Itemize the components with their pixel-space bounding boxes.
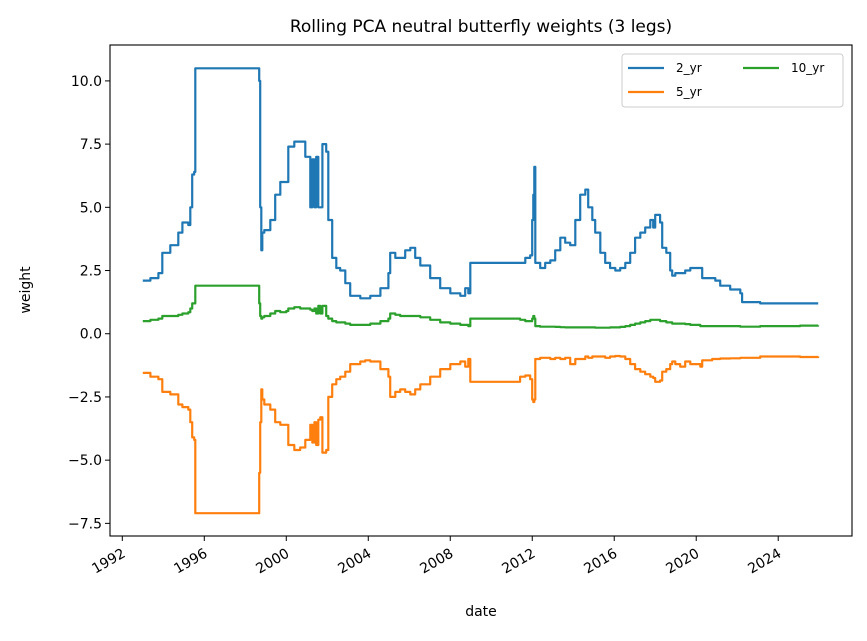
y-tick-label: 0.0 [80,327,102,343]
x-axis-label: date [465,604,497,620]
y-tick-label: 7.5 [80,137,102,153]
legend-label: 10_yr [791,61,824,75]
y-tick-label: 2.5 [80,264,102,280]
y-axis-label: weight [18,266,34,314]
x-tick-label: 1996 [171,546,210,578]
x-tick-label: 2012 [499,546,538,578]
series-line-10-yr [142,284,820,329]
y-tick-label: −5.0 [68,453,102,469]
y-tick-label: −7.5 [68,516,102,532]
legend-label: 5_yr [676,85,702,99]
legend-box [621,53,844,108]
y-axis: −7.5 −5.0 −2.5 0.0 2.5 5.0 7.5 10.0 [68,74,110,532]
y-tick-label: 5.0 [80,200,102,216]
legend-label: 2_yr [676,61,702,75]
x-axis: 1992 1996 2000 2004 2008 2012 2016 2020 2024 [89,536,784,577]
plot-area [142,67,820,515]
axes-frame [109,44,853,537]
x-tick-label: 2000 [253,546,292,578]
x-tick-label: 2008 [417,546,456,578]
legend: 2_yr 5_yr 10_yr [621,53,844,108]
x-tick-label: 2024 [745,546,784,578]
chart-title: Rolling PCA neutral butterfly weights (3… [290,17,672,37]
x-tick-label: 2004 [335,546,374,578]
y-tick-label: −2.5 [68,390,102,406]
y-tick-label: 10.0 [71,74,102,90]
x-tick-label: 2016 [581,546,620,578]
series-line-5-yr [142,354,820,515]
x-tick-label: 1992 [89,546,128,578]
x-tick-label: 2020 [663,546,702,578]
series-line-2-yr [142,67,819,305]
